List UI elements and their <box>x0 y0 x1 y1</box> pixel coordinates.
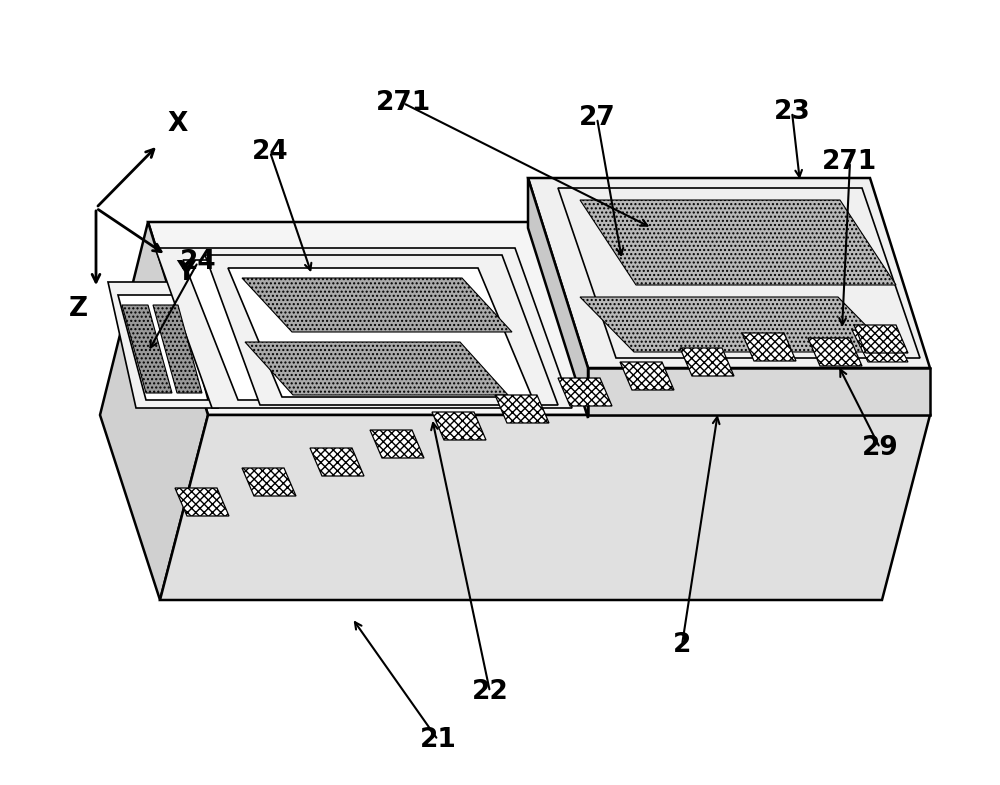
Polygon shape <box>148 222 930 415</box>
Text: 29: 29 <box>862 435 898 461</box>
Polygon shape <box>808 338 862 366</box>
Polygon shape <box>153 305 202 393</box>
Polygon shape <box>242 468 296 496</box>
Polygon shape <box>558 378 612 406</box>
Text: 271: 271 <box>822 149 878 175</box>
Polygon shape <box>183 260 545 400</box>
Polygon shape <box>242 278 512 332</box>
Polygon shape <box>580 200 896 285</box>
Polygon shape <box>228 268 532 397</box>
Polygon shape <box>680 348 734 376</box>
Text: 22: 22 <box>472 679 508 705</box>
Polygon shape <box>495 395 549 423</box>
Polygon shape <box>580 297 892 352</box>
Polygon shape <box>108 282 218 408</box>
Polygon shape <box>854 325 908 353</box>
Polygon shape <box>310 448 364 476</box>
Text: Y: Y <box>176 260 195 286</box>
Polygon shape <box>432 412 486 440</box>
Polygon shape <box>370 430 424 458</box>
Polygon shape <box>620 362 674 390</box>
Polygon shape <box>122 305 172 393</box>
Polygon shape <box>742 333 796 361</box>
Polygon shape <box>588 368 930 415</box>
Text: 21: 21 <box>420 727 456 753</box>
Text: 24: 24 <box>180 249 216 275</box>
Polygon shape <box>528 178 930 368</box>
Polygon shape <box>100 222 208 600</box>
Polygon shape <box>155 248 572 408</box>
Polygon shape <box>160 415 930 600</box>
Text: Z: Z <box>68 296 88 322</box>
Text: 27: 27 <box>579 105 615 131</box>
Polygon shape <box>558 188 920 358</box>
Polygon shape <box>852 330 908 362</box>
Polygon shape <box>245 342 508 395</box>
Polygon shape <box>118 295 208 400</box>
Text: 271: 271 <box>375 90 431 116</box>
Text: X: X <box>168 111 188 137</box>
Text: 24: 24 <box>252 139 288 165</box>
Text: 23: 23 <box>774 99 810 125</box>
Polygon shape <box>528 178 588 418</box>
Polygon shape <box>205 255 558 405</box>
Text: 2: 2 <box>673 632 691 658</box>
Polygon shape <box>175 488 229 516</box>
